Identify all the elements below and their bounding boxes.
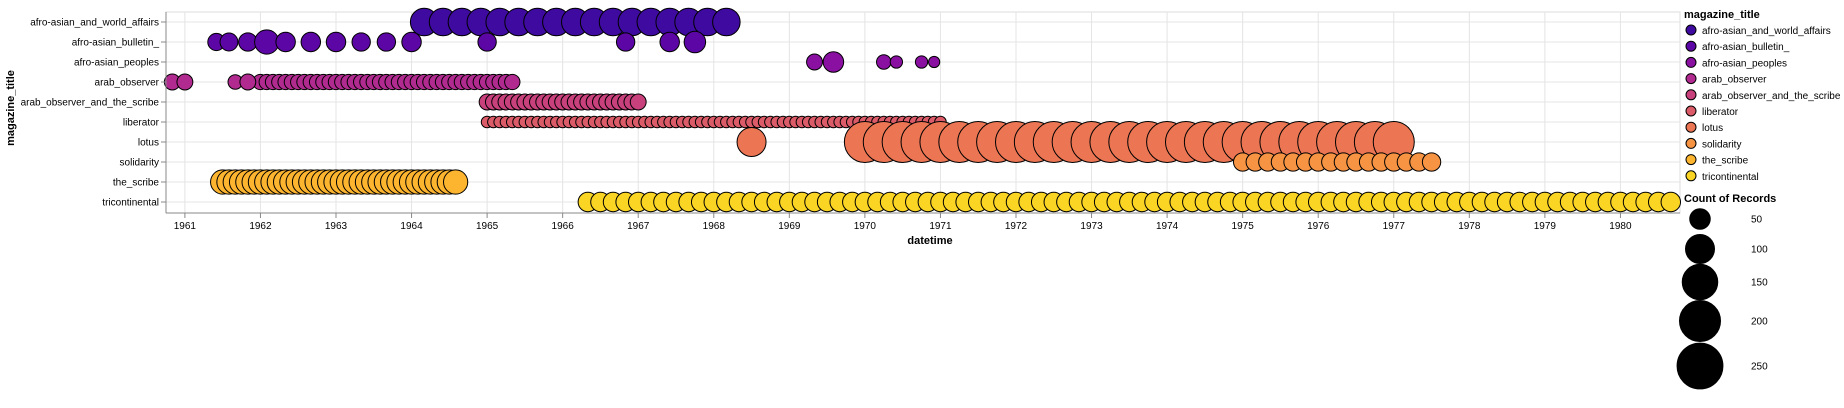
point-afro-asian_bulletin_ [325, 31, 347, 53]
point-the_scribe [442, 169, 469, 195]
x-tick-label: 1965 [476, 221, 499, 232]
x-axis-title: datetime [907, 235, 952, 247]
legend-size-label: 250 [1751, 362, 1768, 373]
point-lotus [736, 127, 767, 157]
legend-label: arab_observer [1702, 75, 1767, 86]
legend-label: afro-asian_bulletin_ [1702, 42, 1790, 53]
legend-size-symbol [1676, 342, 1724, 390]
legend-swatch [1685, 73, 1697, 85]
legend: magazine_title Count of Records afro-asi… [1676, 9, 1841, 390]
x-tick-label: 1974 [1156, 221, 1179, 232]
legend-color-title: magazine_title [1684, 9, 1760, 21]
point-afro-asian_bulletin_ [659, 31, 680, 53]
axis-layer: 1961 1962 1963 1964 1965 1966 1967 1968 1969 1970… [21, 12, 1680, 232]
point-afro-asian_and_world_affairs [712, 7, 741, 37]
y-tick-label: arab_observer_and_the_scribe [21, 98, 160, 109]
legend-swatch [1685, 137, 1697, 149]
x-tick-label: 1972 [1005, 221, 1028, 232]
x-tick-label: 1967 [627, 221, 650, 232]
y-tick-label: tricontinental [102, 198, 159, 209]
x-tick-label: 1966 [552, 221, 575, 232]
legend-swatch [1685, 105, 1697, 117]
point-afro-asian_peoples [806, 53, 823, 71]
legend-label: liberator [1702, 107, 1739, 118]
point-afro-asian_bulletin_ [683, 30, 707, 54]
legend-size-label: 200 [1751, 317, 1768, 328]
point-afro-asian_bulletin_ [275, 31, 296, 53]
x-tick-label: 1963 [325, 221, 348, 232]
point-afro-asian_bulletin_ [300, 31, 322, 53]
legend-size-symbol [1685, 234, 1715, 264]
point-afro-asian_bulletin_ [254, 29, 280, 55]
x-tick-label: 1962 [249, 221, 272, 232]
x-tick-label: 1961 [174, 221, 197, 232]
x-tick-label: 1971 [929, 221, 952, 232]
x-tick-label: 1968 [703, 221, 726, 232]
x-tick-label: 1978 [1458, 221, 1481, 232]
legend-swatch [1685, 170, 1697, 182]
y-tick-label: afro-asian_bulletin_ [72, 38, 160, 49]
y-tick-label: arab_observer [95, 78, 160, 89]
y-tick-label: solidarity [120, 158, 159, 169]
legend-size-label: 100 [1751, 245, 1768, 256]
legend-size-label: 150 [1751, 278, 1768, 289]
legend-label: afro-asian_and_world_affairs [1702, 26, 1831, 37]
marks-layer [163, 7, 1682, 213]
x-tick-label: 1973 [1080, 221, 1103, 232]
point-afro-asian_peoples [889, 55, 904, 69]
point-afro-asian_bulletin_ [615, 32, 636, 52]
x-tick-label: 1979 [1534, 221, 1557, 232]
legend-size-title: Count of Records [1684, 193, 1776, 205]
legend-size-symbol [1678, 299, 1722, 343]
point-afro-asian_peoples [822, 51, 845, 73]
legend-size-symbol [1689, 208, 1711, 230]
x-tick-label: 1970 [854, 221, 877, 232]
legend-size-label: 50 [1751, 215, 1763, 226]
legend-label: the_scribe [1702, 156, 1749, 167]
legend-swatch [1685, 24, 1697, 36]
legend-swatch [1685, 89, 1697, 101]
legend-label: arab_observer_and_the_scribe [1702, 91, 1841, 102]
x-tick-label: 1964 [400, 221, 423, 232]
point-arab_observer [504, 73, 521, 91]
y-tick-label: afro-asian_and_world_affairs [30, 18, 159, 29]
legend-label: tricontinental [1702, 172, 1759, 183]
point-afro-asian_bulletin_ [477, 32, 497, 52]
point-afro-asian_bulletin_ [401, 31, 422, 53]
point-arab_observer [239, 73, 257, 91]
point-afro-asian_bulletin_ [376, 32, 397, 52]
legend-label: afro-asian_peoples [1702, 58, 1787, 69]
y-tick-label: liberator [123, 118, 160, 129]
legend-swatch [1685, 40, 1697, 52]
x-tick-label: 1976 [1307, 221, 1330, 232]
point-afro-asian_bulletin_ [351, 32, 371, 52]
x-tick-label: 1969 [778, 221, 801, 232]
legend-swatch [1685, 154, 1697, 166]
point-afro-asian_peoples [928, 55, 941, 69]
legend-size-symbol [1681, 263, 1719, 301]
x-tick-label: 1980 [1609, 221, 1632, 232]
x-tick-label: 1977 [1383, 221, 1406, 232]
y-tick-label: the_scribe [113, 178, 160, 189]
point-afro-asian_bulletin_ [219, 32, 239, 52]
y-axis-title: magazine_title [5, 70, 17, 146]
x-tick-label: 1975 [1232, 221, 1255, 232]
legend-swatch [1685, 56, 1697, 68]
point-afro-asian_peoples [876, 54, 892, 70]
point-solidarity [1421, 152, 1442, 172]
legend-label: solidarity [1702, 139, 1741, 150]
legend-label: lotus [1702, 123, 1723, 134]
point-tricontinental [1660, 191, 1682, 213]
y-tick-label: lotus [138, 138, 159, 149]
legend-swatch [1685, 121, 1697, 133]
y-tick-label: afro-asian_peoples [74, 58, 159, 69]
point-afro-asian_peoples [914, 55, 929, 69]
point-arab_observer [176, 73, 194, 91]
point-arab_observer_and_the_scribe [629, 93, 647, 111]
